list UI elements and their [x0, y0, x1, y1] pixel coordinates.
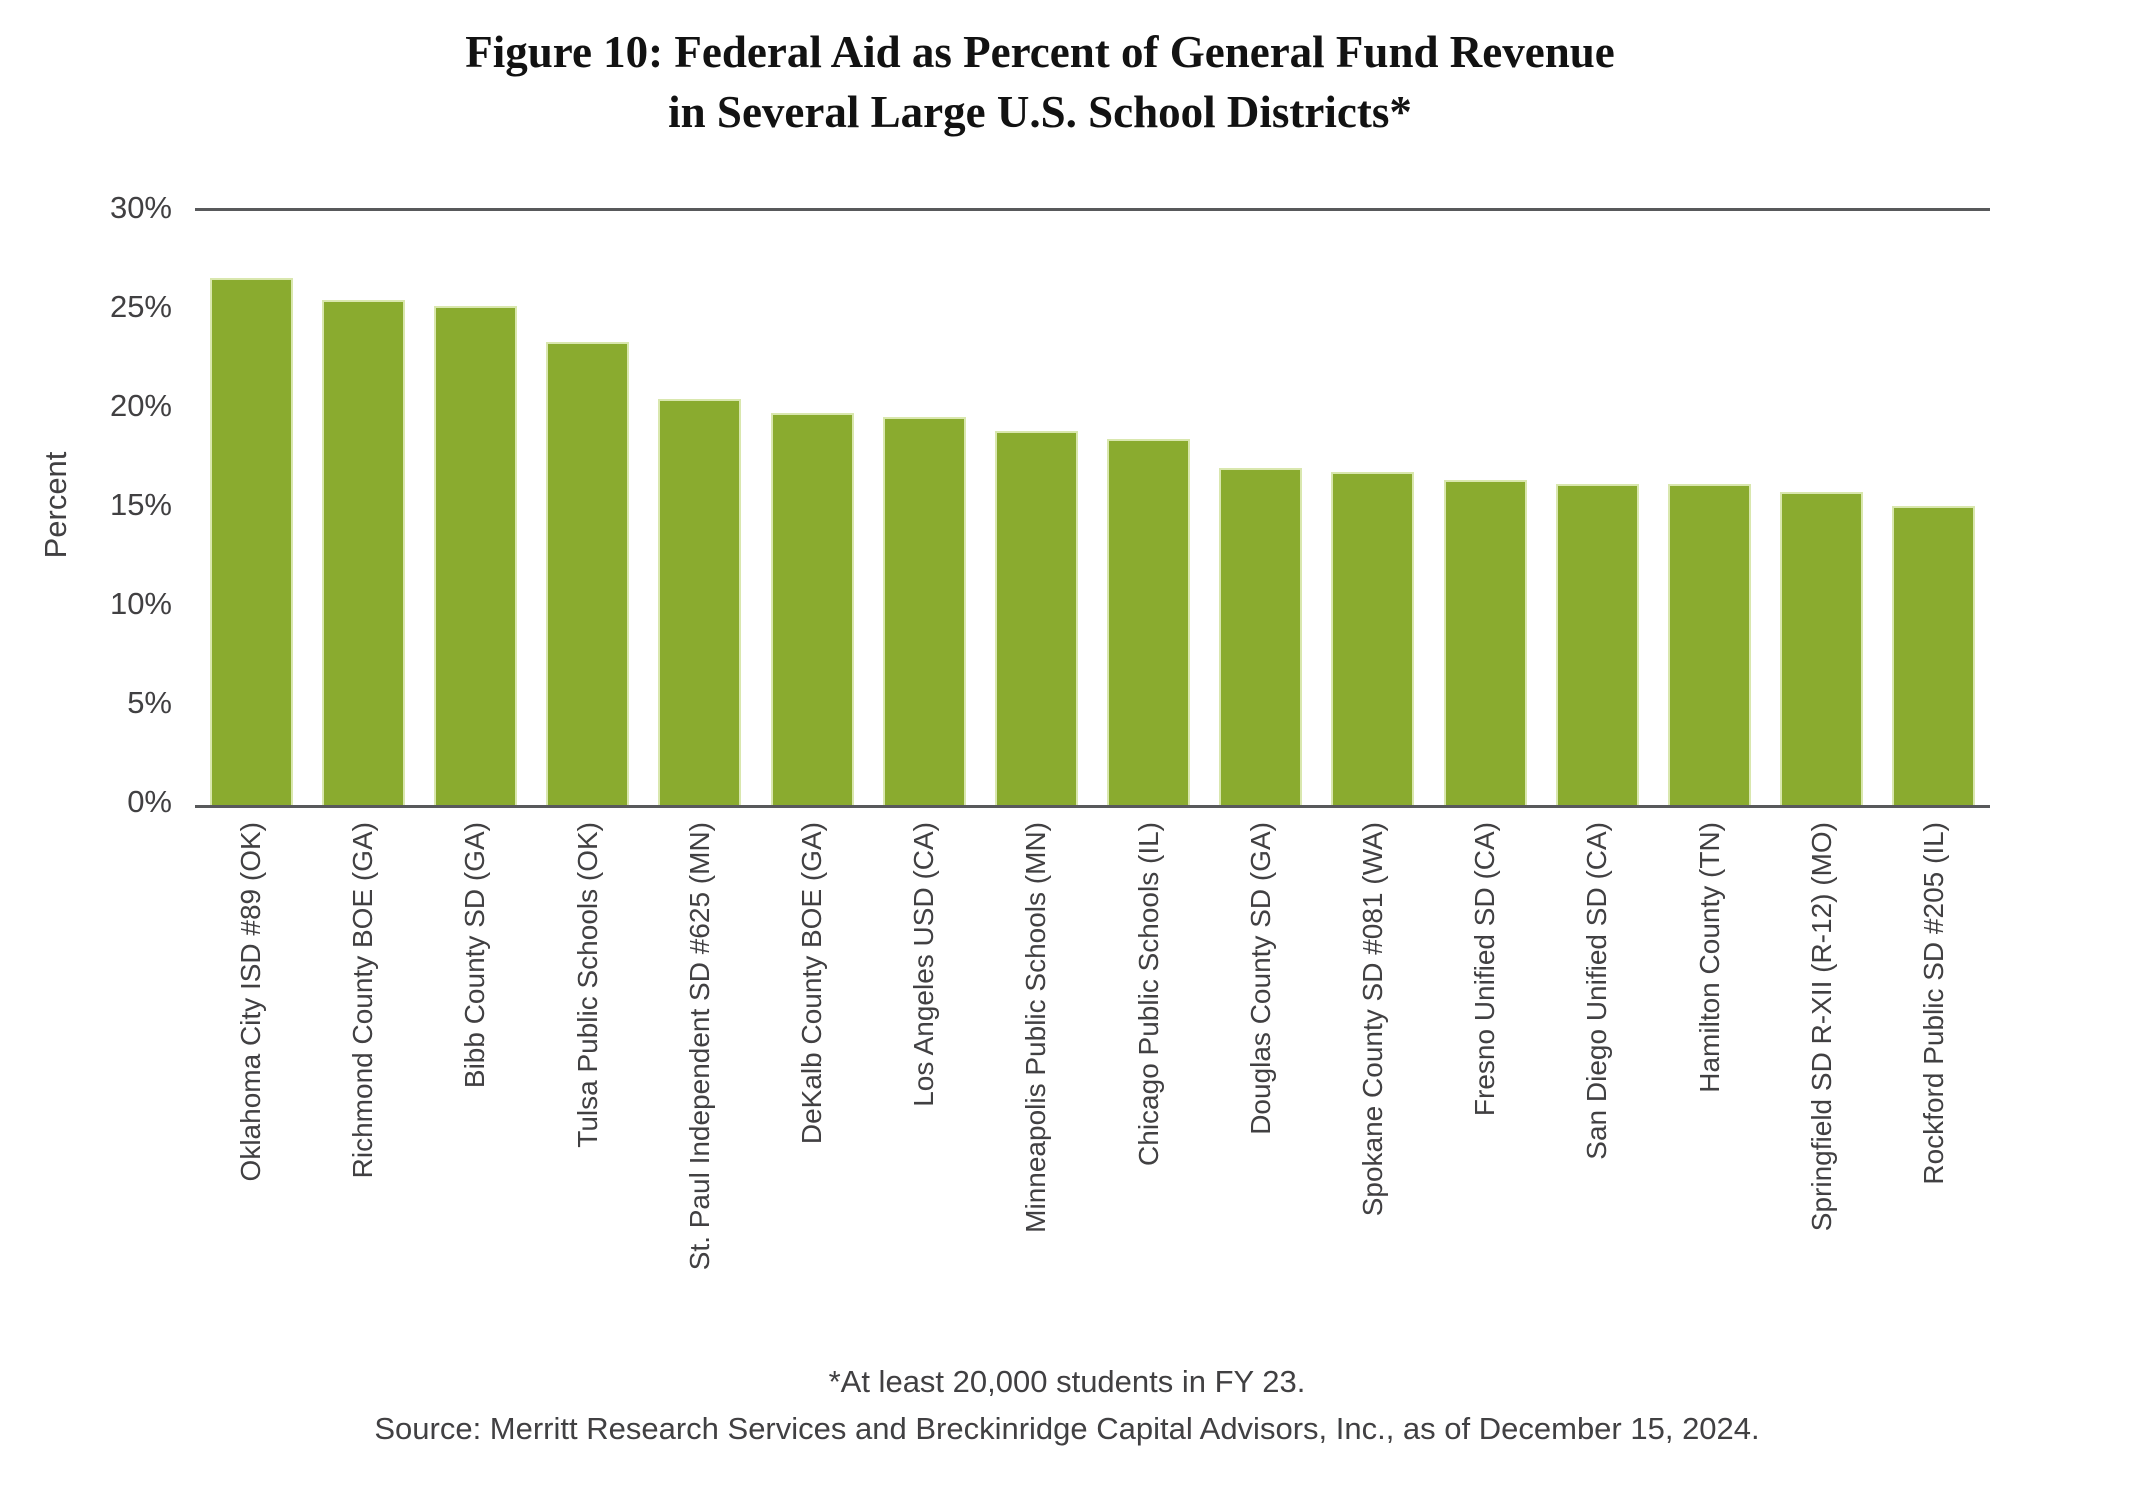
bar-cell [980, 211, 1092, 805]
footnote-block: *At least 20,000 students in FY 23. Sour… [0, 1358, 2134, 1452]
bar-cell [1541, 211, 1653, 805]
y-tick-label: 0% [127, 784, 172, 819]
source-note: Source: Merritt Research Services and Br… [374, 1411, 1760, 1446]
y-tick-label: 25% [109, 289, 172, 324]
chart-title-line2: in Several Large U.S. School Districts* [668, 87, 1412, 137]
x-label-16: Rockford Public SD #205 (IL) [1917, 822, 1949, 1185]
x-label-cell: Los Angeles USD (CA) [868, 822, 980, 1322]
plot-area [195, 208, 1990, 808]
bar-9 [1107, 438, 1191, 805]
chart-title: Figure 10: Federal Aid as Percent of Gen… [0, 22, 2080, 142]
x-label-13: San Diego Unified SD (CA) [1581, 822, 1613, 1160]
bar-4 [546, 341, 630, 805]
bar-cell [307, 211, 419, 805]
bar-cell [419, 211, 531, 805]
x-label-cell: DeKalb County BOE (GA) [756, 822, 868, 1322]
x-label-cell: Bibb County SD (GA) [419, 822, 531, 1322]
bar-14 [1668, 484, 1752, 805]
x-label-cell: Minneapolis Public Schools (MN) [980, 822, 1092, 1322]
y-tick-label: 30% [109, 190, 172, 225]
bar-cell [1429, 211, 1541, 805]
x-label-11: Spokane County SD #081 (WA) [1356, 822, 1388, 1217]
x-label-12: Fresno Unified SD (CA) [1469, 822, 1501, 1117]
x-label-cell: Rockford Public SD #205 (IL) [1878, 822, 1990, 1322]
x-label-4: Tulsa Public Schools (OK) [571, 822, 603, 1148]
x-label-5: St. Paul Independent SD #625 (MN) [683, 822, 715, 1271]
y-tick-label: 20% [109, 388, 172, 423]
bar-cell [1878, 211, 1990, 805]
bar-cell [1093, 211, 1205, 805]
bar-cell [1317, 211, 1429, 805]
x-label-15: Springfield SD R-XII (R-12) (MO) [1805, 822, 1837, 1232]
y-axis-title: Percent [38, 451, 73, 559]
x-label-9: Chicago Public Schools (IL) [1132, 822, 1164, 1166]
bar-11 [1331, 472, 1415, 805]
bar-16 [1892, 506, 1976, 805]
y-tick-label: 15% [109, 487, 172, 522]
footnote: *At least 20,000 students in FY 23. [828, 1364, 1306, 1399]
bar-13 [1555, 484, 1639, 805]
bar-5 [658, 399, 742, 805]
x-label-cell: Tulsa Public Schools (OK) [532, 822, 644, 1322]
bar-cell [1653, 211, 1765, 805]
x-label-14: Hamilton County (TN) [1693, 822, 1725, 1093]
x-label-cell: Springfield SD R-XII (R-12) (MO) [1766, 822, 1878, 1322]
x-label-1: Oklahoma City ISD #89 (OK) [235, 822, 267, 1182]
x-label-3: Bibb County SD (GA) [459, 822, 491, 1089]
bar-12 [1443, 480, 1527, 805]
bar-6 [770, 412, 854, 805]
bar-cell [1205, 211, 1317, 805]
bar-7 [882, 416, 966, 805]
bar-cell [1766, 211, 1878, 805]
x-label-cell: Chicago Public Schools (IL) [1093, 822, 1205, 1322]
bar-10 [1219, 468, 1303, 805]
bar-8 [994, 430, 1078, 805]
x-label-cell: Hamilton County (TN) [1653, 822, 1765, 1322]
x-label-cell: Douglas County SD (GA) [1205, 822, 1317, 1322]
bar-3 [433, 306, 517, 805]
bar-cell [868, 211, 980, 805]
x-label-6: DeKalb County BOE (GA) [796, 822, 828, 1145]
x-label-cell: St. Paul Independent SD #625 (MN) [644, 822, 756, 1322]
bar-15 [1780, 492, 1864, 805]
y-tick-label: 5% [127, 685, 172, 720]
x-label-8: Minneapolis Public Schools (MN) [1020, 822, 1052, 1233]
x-label-2: Richmond County BOE (GA) [347, 822, 379, 1179]
x-label-10: Douglas County SD (GA) [1244, 822, 1276, 1135]
chart-title-line1: Figure 10: Federal Aid as Percent of Gen… [465, 27, 1615, 77]
x-label-cell: Fresno Unified SD (CA) [1429, 822, 1541, 1322]
bar-cell [644, 211, 756, 805]
y-tick-label: 10% [109, 586, 172, 621]
x-label-7: Los Angeles USD (CA) [908, 822, 940, 1107]
bar-2 [321, 300, 405, 805]
bar-cell [195, 211, 307, 805]
x-label-cell: Spokane County SD #081 (WA) [1317, 822, 1429, 1322]
x-axis-labels: Oklahoma City ISD #89 (OK) Richmond Count… [195, 822, 1990, 1322]
x-label-cell: Oklahoma City ISD #89 (OK) [195, 822, 307, 1322]
bar-cell [532, 211, 644, 805]
x-label-cell: San Diego Unified SD (CA) [1541, 822, 1653, 1322]
bar-1 [209, 278, 293, 805]
x-label-cell: Richmond County BOE (GA) [307, 822, 419, 1322]
bar-series [195, 211, 1990, 805]
y-axis: 0% 5% 10% 15% 20% 25% 30% [0, 190, 172, 819]
bar-cell [756, 211, 868, 805]
